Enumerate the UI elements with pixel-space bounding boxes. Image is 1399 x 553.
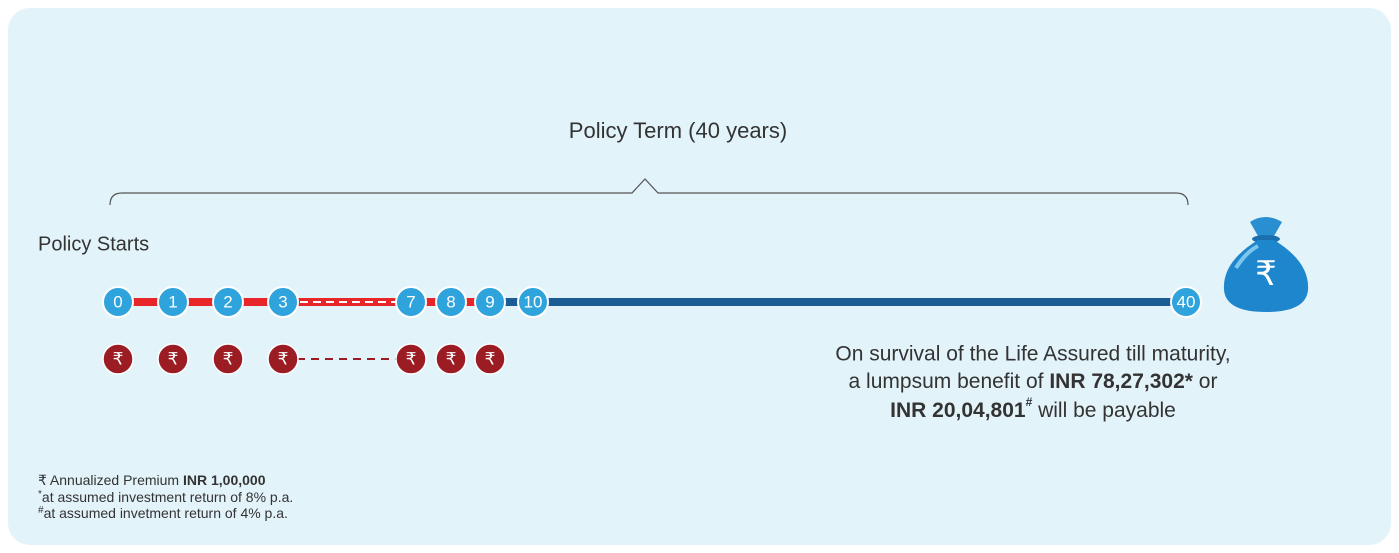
- coin-symbol: ₹: [168, 349, 179, 368]
- node: [517, 286, 549, 318]
- text: at assumed investment return of 8% p.a.: [42, 489, 293, 505]
- timeline-nodes: 0 1 2 3 7 8 9 10 40: [102, 286, 1202, 318]
- node: [395, 286, 427, 318]
- node-label: 2: [223, 292, 232, 311]
- node: [157, 286, 189, 318]
- coin: [157, 343, 189, 375]
- footnote: ₹ Annualized Premium INR 1,00,000: [38, 472, 266, 488]
- maturity-text: On survival of the Life Assured till mat…: [835, 343, 1230, 422]
- money-bag: ₹: [1223, 217, 1309, 312]
- text: or: [1193, 370, 1218, 393]
- term-brace: [109, 178, 1189, 206]
- node-label: 1: [168, 292, 177, 311]
- amount: INR 20,04,801: [890, 399, 1026, 422]
- node: [267, 286, 299, 318]
- coin-symbol: ₹: [485, 349, 496, 368]
- coin: [474, 343, 506, 375]
- node-label: 3: [278, 292, 287, 311]
- node: [474, 286, 506, 318]
- maturity-line: On survival of the Life Assured till mat…: [835, 343, 1230, 366]
- mark: #: [38, 505, 44, 516]
- bag-symbol: ₹: [1255, 255, 1277, 293]
- coin-symbol: ₹: [278, 349, 289, 368]
- node: [435, 286, 467, 318]
- amount: INR 1,00,000: [183, 472, 266, 488]
- node: [1170, 286, 1202, 318]
- coin: [267, 343, 299, 375]
- coin-symbol: ₹: [223, 349, 234, 368]
- coin: [395, 343, 427, 375]
- coin: [212, 343, 244, 375]
- maturity-line: a lumpsum benefit of INR 78,27,302* or: [849, 370, 1218, 393]
- mark: *: [38, 489, 42, 500]
- coin: [435, 343, 467, 375]
- premium-coins: ₹ ₹ ₹ ₹ ₹ ₹ ₹: [102, 343, 506, 375]
- node-label: 9: [485, 292, 494, 311]
- node-label: 40: [1177, 292, 1196, 311]
- coin-symbol: ₹: [406, 349, 417, 368]
- node-label: 0: [113, 292, 122, 311]
- start-label: Policy Starts: [38, 233, 149, 255]
- text: at assumed invetment return of 4% p.a.: [44, 505, 288, 521]
- panel: [8, 8, 1391, 545]
- coin-symbol: ₹: [446, 349, 457, 368]
- text: a lumpsum benefit of: [849, 370, 1050, 393]
- mark: #: [1026, 395, 1033, 409]
- coin: [102, 343, 134, 375]
- footnote: #at assumed invetment return of 4% p.a.: [38, 505, 288, 521]
- maturity-line: INR 20,04,801# will be payable: [890, 395, 1176, 421]
- footnotes: ₹ Annualized Premium INR 1,00,000 *at ass…: [38, 472, 293, 521]
- text: Annualized Premium: [50, 472, 183, 488]
- text: will be payable: [1032, 399, 1176, 422]
- node: [102, 286, 134, 318]
- node: [212, 286, 244, 318]
- node-label: 8: [446, 292, 455, 311]
- node-label: 10: [524, 292, 543, 311]
- coin-symbol: ₹: [113, 349, 124, 368]
- title: Policy Term (40 years): [569, 118, 787, 143]
- amount: INR 78,27,302*: [1049, 370, 1193, 393]
- symbol: ₹: [38, 472, 47, 488]
- footnote: *at assumed investment return of 8% p.a.: [38, 489, 293, 505]
- node-label: 7: [406, 292, 415, 311]
